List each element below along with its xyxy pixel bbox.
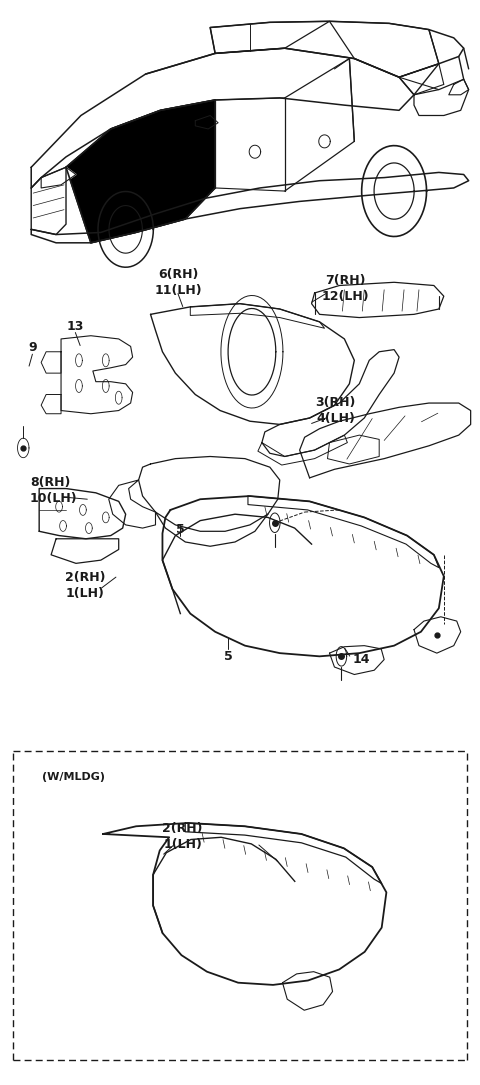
- Text: 6(RH)
11(LH): 6(RH) 11(LH): [154, 268, 202, 297]
- Text: 7(RH)
12(LH): 7(RH) 12(LH): [321, 273, 369, 303]
- Polygon shape: [41, 167, 76, 188]
- Polygon shape: [66, 100, 215, 243]
- Text: 14: 14: [353, 653, 371, 666]
- Text: 13: 13: [67, 320, 84, 333]
- Text: 9: 9: [28, 341, 37, 354]
- Text: 5: 5: [224, 650, 232, 663]
- Text: 2(RH)
1(LH): 2(RH) 1(LH): [65, 572, 105, 600]
- Text: 3(RH)
4(LH): 3(RH) 4(LH): [315, 396, 356, 425]
- Text: 8(RH)
10(LH): 8(RH) 10(LH): [30, 476, 78, 505]
- Text: 2(RH)
1(LH): 2(RH) 1(LH): [163, 822, 203, 852]
- Text: (W/MLDG): (W/MLDG): [42, 773, 105, 782]
- Text: 5: 5: [176, 523, 185, 536]
